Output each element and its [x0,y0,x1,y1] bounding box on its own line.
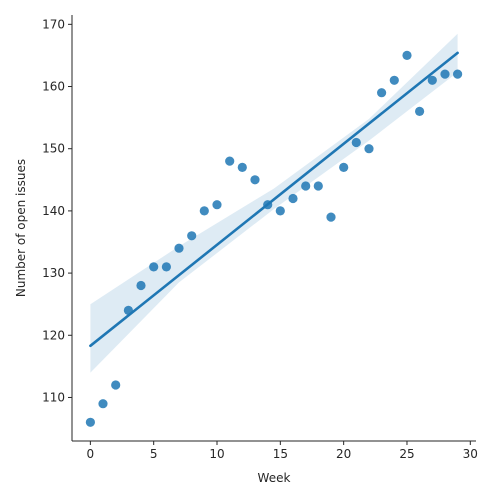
confidence-band-layer [90,33,458,373]
data-point-28 [440,69,450,79]
data-point-12 [237,162,247,172]
x-tick-label: 25 [399,447,414,461]
y-tick-label: 140 [42,204,65,218]
data-point-13 [250,175,260,185]
x-tick-label: 0 [87,447,95,461]
data-point-8 [187,231,197,241]
data-point-24 [389,75,399,85]
data-point-1 [98,399,108,409]
data-point-26 [415,106,425,116]
data-point-16 [288,193,298,204]
y-tick-label: 130 [42,266,65,280]
y-tick-label: 160 [42,80,65,94]
data-point-25 [402,50,412,61]
data-point-5 [149,262,159,272]
data-point-18 [313,181,323,191]
data-point-7 [174,243,184,253]
data-point-2 [111,380,121,390]
data-point-20 [339,162,349,172]
x-tick-label: 30 [463,447,478,461]
axes-layer: 0 5 10 15 20 25 30 110 120 130 140 150 160 170 [42,15,478,461]
regression-line [89,51,459,348]
x-tick-label: 20 [336,447,351,461]
y-tick-label: 150 [42,142,65,156]
data-point-9 [199,206,209,216]
y-tick-label: 120 [42,328,65,342]
x-tick-label: 10 [209,447,224,461]
data-point-10 [212,200,222,210]
x-tick-label: 15 [273,447,288,461]
data-point-27 [427,75,437,85]
x-tick-label: 5 [150,447,158,461]
data-point-23 [377,88,387,98]
y-tick-label: 110 [42,390,65,404]
y-tick-label: 170 [42,17,65,31]
data-point-21 [351,137,361,148]
y-axis-title: Number of open issues [14,159,28,297]
data-point-19 [326,212,336,222]
confidence-band [90,33,458,373]
data-point-4 [136,280,146,291]
data-point-29 [453,69,463,79]
data-point-17 [301,181,311,191]
data-point-6 [161,262,171,272]
data-point-15 [275,206,285,216]
data-point-22 [364,144,374,154]
regression-line-layer [89,51,459,348]
x-axis-title: Week [258,471,291,485]
data-point-0 [85,417,95,427]
data-point-11 [225,156,235,166]
